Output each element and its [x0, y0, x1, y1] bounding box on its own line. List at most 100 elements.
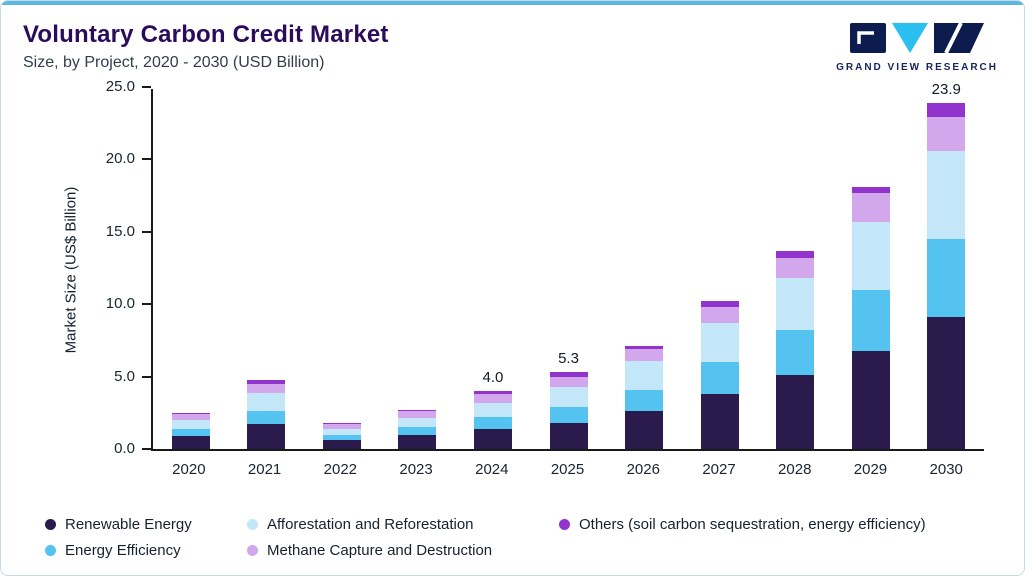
x-axis-label: 2029 — [853, 461, 888, 478]
bar-segment — [625, 411, 664, 449]
bar-2029 — [833, 89, 909, 449]
legend-dot — [247, 545, 258, 556]
legend: Renewable Energy Energy Efficiency Affores… — [45, 516, 926, 559]
bar-segment — [851, 289, 890, 351]
x-axis-label: 2021 — [247, 461, 282, 478]
legend-label: Others (soil carbon sequestration, energ… — [579, 516, 926, 533]
y-tick-label: 15.0 — [105, 222, 135, 240]
bar-stack — [776, 250, 815, 449]
y-tick-mark — [142, 230, 151, 233]
bar-stack — [398, 409, 437, 449]
bar-segment — [247, 379, 286, 384]
bar-stack — [700, 301, 739, 449]
x-axis-label: 2024 — [475, 461, 509, 478]
bar-segment — [625, 360, 664, 390]
bar-segment — [927, 102, 966, 118]
legend-item: Energy Efficiency — [45, 542, 247, 559]
bar-segment — [322, 435, 361, 441]
legend-label: Renewable Energy — [65, 516, 192, 533]
bar-segment — [549, 422, 588, 449]
bar-segment — [473, 391, 512, 394]
bar-value-label: 5.3 — [558, 350, 579, 368]
x-axis-label: 2020 — [172, 461, 206, 478]
bar-segment — [247, 392, 286, 412]
bar-segment — [473, 428, 512, 449]
bar-segment — [776, 375, 815, 449]
bar-segment — [776, 257, 815, 279]
plot-area: 4.0 5.3 23.9 0.0 5.0 10.0 15.0 20.0 25.0 — [106, 78, 984, 457]
bar-segment — [322, 422, 361, 425]
bar-segment — [171, 414, 210, 421]
legend-dot — [247, 519, 258, 530]
bar-2030: 23.9 — [908, 81, 984, 449]
bar-segment — [549, 372, 588, 377]
bars: 4.0 5.3 23.9 — [153, 81, 984, 449]
bar-stack — [473, 391, 512, 449]
bar-segment — [927, 239, 966, 318]
bar-segment — [851, 192, 890, 222]
bar-stack — [171, 412, 210, 449]
bar-segment — [700, 362, 739, 394]
bar-segment — [171, 420, 210, 429]
legend-label: Afforestation and Reforestation — [267, 516, 474, 533]
bar-segment — [700, 323, 739, 363]
x-axis-label: 2023 — [399, 461, 433, 478]
bar-value-label: 4.0 — [482, 369, 504, 387]
legend-dot — [45, 519, 56, 530]
legend-item: Renewable Energy — [45, 516, 247, 533]
bar-stack — [927, 102, 966, 449]
bar-segment — [549, 386, 588, 408]
bar-2025: 5.3 — [531, 89, 607, 449]
x-axis-label: 2025 — [550, 461, 585, 478]
bar-2020 — [153, 89, 229, 449]
bar-segment — [398, 409, 437, 412]
bar-segment — [322, 424, 361, 429]
bar-segment — [851, 350, 890, 449]
x-axis-label: 2026 — [626, 461, 660, 478]
logo-text: GRAND VIEW RESEARCH — [836, 62, 998, 73]
legend-item: Methane Capture and Destruction — [247, 542, 559, 559]
y-tick-label: 20.0 — [105, 150, 135, 168]
legend-label: Methane Capture and Destruction — [267, 542, 493, 559]
bar-stack — [322, 422, 361, 449]
bar-segment — [398, 427, 437, 435]
bar-segment — [851, 186, 890, 193]
bar-2027 — [682, 89, 758, 449]
y-tick-label: 5.0 — [114, 367, 135, 385]
bar-2024: 4.0 — [455, 89, 531, 449]
bar-2026 — [606, 89, 682, 449]
bar-segment — [927, 117, 966, 151]
grand-view-research-logo: GRAND VIEW RESEARCH — [836, 22, 998, 73]
chart-subtitle: Size, by Project, 2020 - 2030 (USD Billi… — [23, 54, 325, 71]
bar-segment — [171, 428, 210, 436]
bar-stack — [549, 372, 588, 449]
y-tick-label: 25.0 — [105, 78, 135, 95]
title-block: Voluntary Carbon Credit Market Size, by … — [23, 21, 389, 72]
bar-segment — [625, 389, 664, 412]
bar-2023 — [380, 89, 456, 449]
bar-segment — [776, 278, 815, 331]
bar-segment — [549, 376, 588, 387]
bar-2028 — [757, 89, 833, 449]
chart-title: Voluntary Carbon Credit Market — [23, 21, 389, 48]
bar-segment — [473, 402, 512, 418]
x-axis-label: 2028 — [778, 461, 812, 478]
y-axis-title: Market Size (US$ Billion) — [62, 186, 80, 354]
bar-segment — [171, 435, 210, 449]
logo-shapes-icon — [850, 22, 985, 54]
bar-segment — [322, 440, 361, 449]
y-tick-mark — [142, 303, 151, 306]
bar-segment — [700, 393, 739, 449]
bar-segment — [322, 428, 361, 436]
x-axis-label: 2030 — [929, 461, 963, 478]
bar-stack — [247, 379, 286, 449]
x-axis-label: 2027 — [702, 461, 736, 478]
bar-segment — [247, 411, 286, 425]
bar-segment — [398, 434, 437, 449]
bar-segment — [171, 412, 210, 415]
bar-segment — [700, 301, 739, 308]
y-tick-mark — [142, 375, 151, 378]
bar-2022 — [304, 89, 380, 449]
bar-segment — [398, 411, 437, 418]
